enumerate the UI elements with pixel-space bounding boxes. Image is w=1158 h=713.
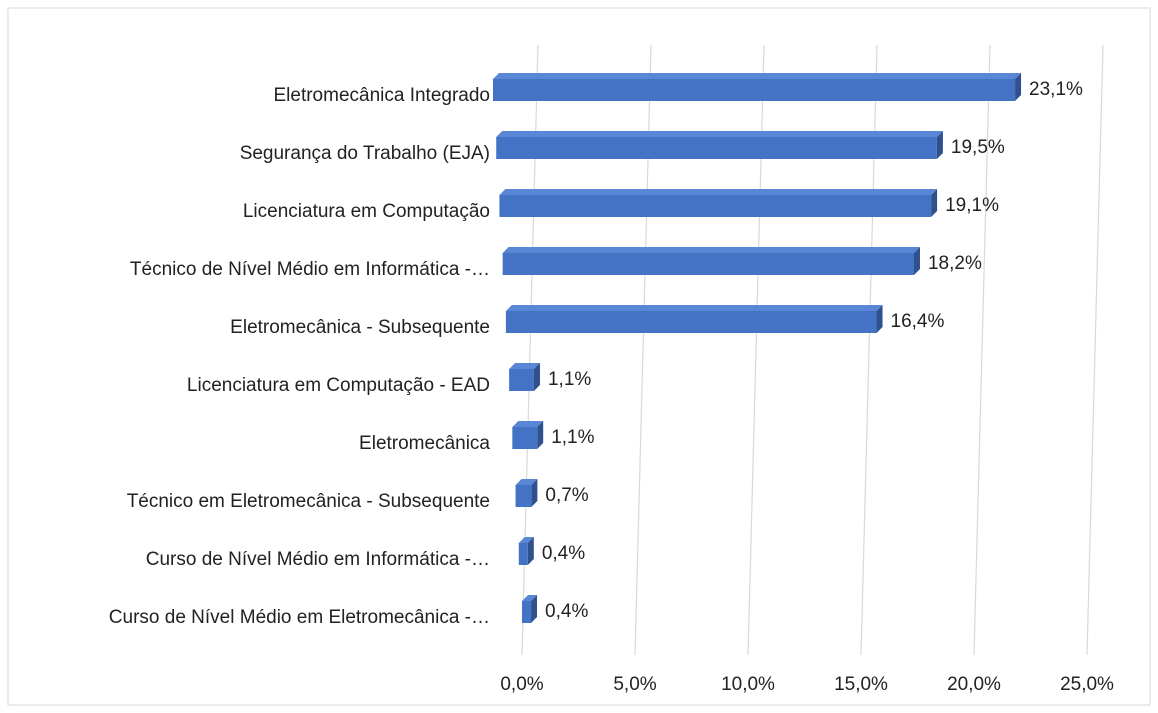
x-tick-label: 10,0%: [721, 674, 775, 695]
x-tick-label: 20,0%: [947, 674, 1001, 695]
bar-side: [531, 479, 538, 507]
bar: [493, 73, 1022, 101]
y-tick-label: Curso de Nível Médio em Informática -…: [146, 549, 490, 570]
bar-front: [505, 311, 877, 333]
value-label: 19,5%: [951, 137, 1005, 158]
bar-front: [512, 427, 538, 449]
bar-top: [518, 537, 534, 543]
x-tick-label: 15,0%: [834, 674, 888, 695]
y-tick-label: Segurança do Trabalho (EJA): [240, 143, 490, 164]
chart-border: [7, 7, 1151, 706]
bar-top: [522, 595, 538, 601]
bar-side: [1015, 73, 1022, 101]
y-tick-label: Eletromecânica - Subsequente: [230, 317, 490, 338]
bar: [496, 131, 943, 159]
value-label: 23,1%: [1029, 79, 1083, 100]
x-tick-label: 0,0%: [500, 674, 543, 695]
bar: [509, 363, 540, 391]
y-tick-label: Licenciatura em Computação: [243, 201, 490, 222]
bar-top: [515, 479, 538, 485]
x-tick-label: 25,0%: [1060, 674, 1114, 695]
bar-side: [931, 189, 938, 217]
bar-front: [522, 601, 532, 623]
bar-top: [502, 247, 920, 253]
bar-front: [509, 369, 534, 391]
bar: [522, 595, 538, 623]
bar-side: [527, 537, 534, 565]
value-label: 0,7%: [545, 485, 588, 506]
bar-top: [496, 131, 943, 137]
y-tick-label: Curso de Nível Médio em Eletromecânica -…: [109, 607, 490, 628]
bar-top: [499, 189, 938, 195]
value-label: 1,1%: [551, 427, 594, 448]
bar-side: [936, 131, 943, 159]
y-tick-label: Licenciatura em Computação - EAD: [187, 375, 490, 396]
x-tick-label: 5,0%: [613, 674, 656, 695]
grid-line: [973, 44, 991, 656]
bar-side: [913, 247, 920, 275]
y-tick-label: Técnico de Nível Médio em Informática -…: [130, 259, 490, 280]
y-tick-label: Técnico em Eletromecânica - Subsequente: [127, 491, 490, 512]
grid-line: [1086, 44, 1104, 656]
bar: [505, 305, 883, 333]
bar: [515, 479, 538, 507]
bar-top: [493, 73, 1022, 79]
bar-side: [531, 595, 538, 623]
bar-front: [518, 543, 528, 565]
bar-side: [876, 305, 883, 333]
bar-side: [533, 363, 540, 391]
value-label: 1,1%: [548, 369, 591, 390]
y-tick-label: Eletromecânica: [359, 433, 490, 454]
bar-front: [493, 79, 1016, 101]
y-tick-label: Eletromecânica Integrado: [273, 85, 490, 106]
value-label: 18,2%: [928, 253, 982, 274]
bar-front: [496, 137, 937, 159]
bar: [518, 537, 534, 565]
value-label: 16,4%: [891, 311, 945, 332]
bar-front: [499, 195, 932, 217]
bar-top: [509, 363, 540, 369]
bar-top: [512, 421, 544, 427]
bar: [502, 247, 920, 275]
bar-top: [505, 305, 883, 311]
value-label: 0,4%: [545, 601, 588, 622]
value-label: 0,4%: [542, 543, 585, 564]
value-label: 19,1%: [945, 195, 999, 216]
bar: [499, 189, 938, 217]
bar-front: [502, 253, 914, 275]
bar-front: [515, 485, 532, 507]
bar: [512, 421, 544, 449]
bar-side: [537, 421, 544, 449]
